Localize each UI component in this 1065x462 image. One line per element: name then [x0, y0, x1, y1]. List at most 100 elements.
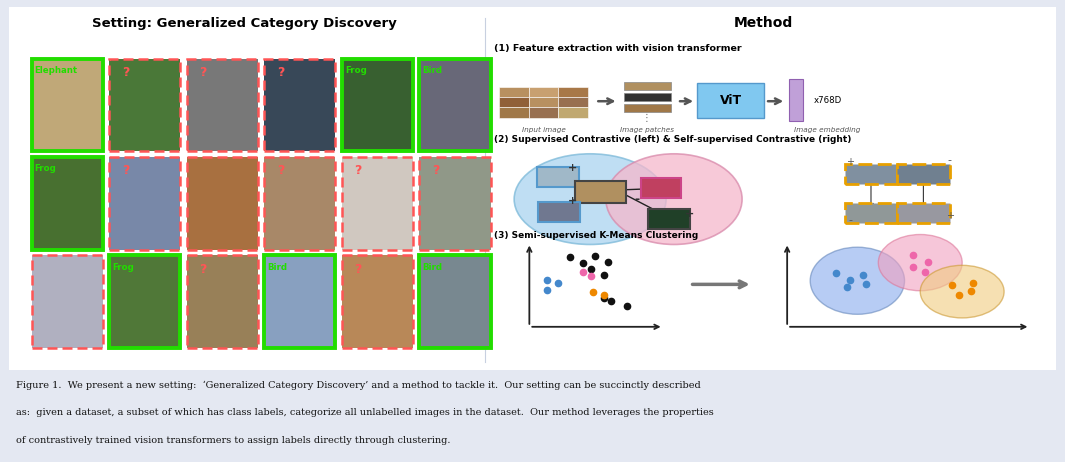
- Bar: [109, 255, 180, 348]
- Text: (1) Feature extraction with vision transformer: (1) Feature extraction with vision trans…: [494, 44, 741, 53]
- Text: Input image: Input image: [522, 127, 566, 133]
- Text: (3) Semi-supervised K-Means Clustering: (3) Semi-supervised K-Means Clustering: [494, 231, 698, 240]
- Text: (2) Supervised Contrastive (left) & Self-supervised Contrastive (right): (2) Supervised Contrastive (left) & Self…: [494, 135, 851, 144]
- Bar: [537, 167, 578, 188]
- Bar: [845, 203, 897, 224]
- Bar: [420, 255, 491, 348]
- Bar: [186, 255, 258, 348]
- Text: ?: ?: [122, 164, 129, 177]
- Bar: [528, 97, 558, 107]
- Text: -: -: [848, 215, 852, 225]
- Text: ?: ?: [355, 164, 362, 177]
- Text: as:  given a dataset, a subset of which has class labels, categorize all unlabel: as: given a dataset, a subset of which h…: [16, 408, 714, 417]
- Text: Figure 1.  We present a new setting:  ‘Generalized Category Discovery’ and a met: Figure 1. We present a new setting: ‘Gen…: [16, 381, 701, 390]
- Bar: [420, 59, 491, 151]
- Text: Setting: Generalized Category Discovery: Setting: Generalized Category Discovery: [92, 17, 396, 30]
- Text: ?: ?: [199, 263, 207, 276]
- Text: Bird: Bird: [423, 66, 442, 75]
- Bar: [32, 59, 103, 151]
- Bar: [897, 203, 950, 224]
- Bar: [264, 255, 335, 348]
- Bar: [420, 157, 491, 249]
- Ellipse shape: [920, 265, 1004, 318]
- Bar: [558, 87, 588, 97]
- Bar: [499, 107, 528, 117]
- Text: ?: ?: [277, 164, 284, 177]
- Text: ⋮: ⋮: [642, 113, 652, 122]
- Bar: [420, 255, 491, 348]
- Text: Method: Method: [734, 16, 792, 30]
- Text: +: +: [568, 196, 577, 206]
- Bar: [538, 202, 579, 222]
- Bar: [845, 164, 897, 183]
- Bar: [624, 104, 671, 112]
- Bar: [264, 157, 335, 249]
- Text: Image embedding: Image embedding: [794, 127, 861, 133]
- Bar: [499, 87, 528, 97]
- Ellipse shape: [514, 154, 666, 244]
- Text: ViT: ViT: [720, 94, 741, 107]
- Bar: [342, 255, 413, 348]
- Bar: [789, 79, 803, 121]
- Text: Frog: Frog: [345, 66, 366, 75]
- Bar: [575, 181, 626, 203]
- Text: Frog: Frog: [112, 263, 134, 272]
- Text: Elephant: Elephant: [35, 66, 78, 75]
- Text: ?: ?: [355, 263, 362, 276]
- Bar: [109, 157, 180, 249]
- Bar: [624, 82, 671, 91]
- Bar: [264, 157, 335, 249]
- Bar: [499, 97, 528, 107]
- Bar: [186, 157, 258, 249]
- FancyBboxPatch shape: [0, 1, 1065, 375]
- Bar: [264, 59, 335, 151]
- Bar: [342, 255, 413, 348]
- Bar: [186, 255, 258, 348]
- Bar: [32, 255, 103, 348]
- Bar: [342, 59, 413, 151]
- Text: -: -: [948, 155, 952, 165]
- Bar: [558, 97, 588, 107]
- Text: +: +: [946, 211, 953, 221]
- FancyBboxPatch shape: [697, 84, 764, 118]
- Text: +: +: [685, 209, 694, 219]
- Ellipse shape: [810, 247, 904, 314]
- Bar: [528, 87, 558, 97]
- Bar: [342, 157, 413, 249]
- Bar: [32, 157, 103, 249]
- Bar: [109, 59, 180, 151]
- Text: ?: ?: [432, 164, 440, 177]
- Bar: [897, 164, 950, 183]
- Text: Image patches: Image patches: [620, 127, 674, 133]
- Bar: [641, 178, 682, 198]
- Text: +: +: [568, 163, 577, 173]
- Text: x768D: x768D: [814, 96, 841, 105]
- Bar: [186, 59, 258, 151]
- Bar: [420, 157, 491, 249]
- Ellipse shape: [879, 235, 962, 291]
- Bar: [109, 157, 180, 249]
- Bar: [32, 157, 103, 249]
- Text: of contrastively trained vision transformers to assign labels directly through c: of contrastively trained vision transfor…: [16, 436, 450, 445]
- Bar: [420, 59, 491, 151]
- Bar: [264, 255, 335, 348]
- Text: Bird: Bird: [423, 263, 442, 272]
- Bar: [624, 93, 671, 101]
- Bar: [558, 107, 588, 117]
- Bar: [648, 209, 690, 229]
- Bar: [342, 59, 413, 151]
- Bar: [342, 157, 413, 249]
- Text: Frog: Frog: [35, 164, 56, 173]
- Bar: [109, 255, 180, 348]
- Bar: [32, 59, 103, 151]
- Text: Bird: Bird: [267, 263, 288, 272]
- Text: -: -: [635, 193, 640, 206]
- Text: ?: ?: [277, 66, 284, 79]
- Text: ?: ?: [199, 66, 207, 79]
- Bar: [528, 107, 558, 117]
- Bar: [109, 59, 180, 151]
- Bar: [32, 255, 103, 348]
- Text: +: +: [846, 157, 854, 167]
- Bar: [264, 59, 335, 151]
- Bar: [186, 59, 258, 151]
